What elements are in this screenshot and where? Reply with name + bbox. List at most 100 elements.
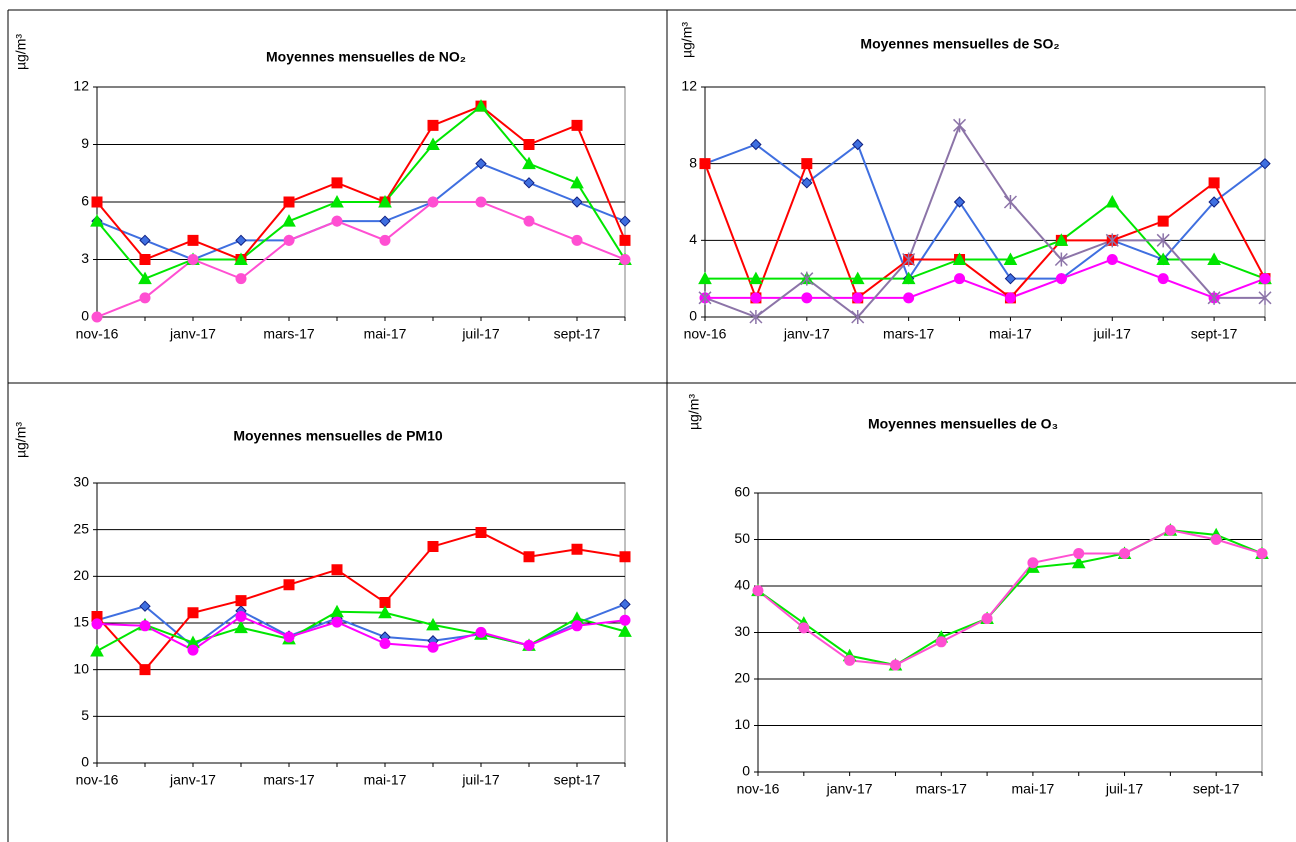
marker [1157, 215, 1169, 227]
x-tick-label: mai-17 [364, 326, 407, 342]
marker [801, 292, 813, 304]
marker [903, 292, 915, 304]
y-tick-label: 0 [689, 308, 697, 324]
marker [475, 626, 487, 638]
x-tick-label: sept-17 [554, 772, 601, 788]
marker [187, 234, 199, 246]
x-tick-label: sept-17 [1193, 781, 1240, 797]
marker [139, 664, 151, 676]
marker [91, 196, 103, 208]
x-tick-label: janv-17 [169, 326, 216, 342]
marker [475, 526, 487, 538]
y-tick-label: 0 [742, 763, 750, 779]
x-tick-label: mars-17 [883, 326, 935, 342]
marker [1259, 273, 1271, 285]
x-tick-label: janv-17 [169, 772, 216, 788]
marker [953, 118, 967, 133]
marker [523, 215, 535, 227]
y-tick-label: 12 [73, 78, 89, 94]
marker [90, 643, 104, 657]
series-line [96, 615, 626, 652]
series-line [96, 610, 626, 652]
marker [475, 196, 487, 208]
x-tick-label: janv-17 [783, 326, 830, 342]
y-tick-label: 10 [734, 716, 750, 732]
series-line [704, 123, 1265, 319]
marker [139, 620, 151, 632]
marker [1003, 252, 1018, 265]
marker [1208, 177, 1220, 189]
marker [331, 616, 343, 628]
marker [752, 585, 764, 597]
marker [619, 598, 631, 611]
marker [427, 119, 439, 131]
marker [571, 620, 583, 632]
marker [801, 158, 813, 170]
y-tick-label: 20 [73, 567, 89, 583]
marker [139, 254, 151, 265]
y-tick-label: 0 [81, 754, 89, 770]
x-tick-label: mai-17 [1012, 781, 1055, 797]
marker [952, 252, 967, 265]
y-tick-label: 50 [734, 530, 750, 546]
x-tick-label: mars-17 [263, 772, 315, 788]
y-tick-label: 5 [81, 707, 89, 723]
marker [750, 138, 762, 151]
marker [379, 638, 391, 649]
marker [698, 271, 712, 285]
marker [234, 620, 248, 634]
marker [1027, 557, 1039, 569]
marker [619, 234, 631, 246]
marker [749, 271, 763, 285]
marker [698, 290, 712, 305]
y-tick-label: 30 [73, 474, 89, 490]
chart-title: Moyennes mensuelles de SO₂ [860, 36, 1059, 52]
x-tick-label: mars-17 [916, 781, 968, 797]
x-tick-label: juil-17 [461, 772, 500, 788]
marker [90, 214, 104, 227]
marker [234, 252, 248, 265]
x-tick-label: juil-17 [461, 326, 500, 342]
y-tick-label: 40 [734, 577, 750, 593]
series-line [96, 531, 626, 672]
x-tick-label: sept-17 [1191, 326, 1238, 342]
marker [139, 600, 151, 612]
marker [902, 252, 916, 267]
marker [1004, 272, 1017, 285]
series-line [704, 160, 1266, 301]
marker [187, 607, 199, 619]
marker [426, 137, 440, 150]
marker [851, 310, 865, 324]
x-tick-label: mai-17 [364, 772, 407, 788]
marker [618, 624, 632, 637]
marker [901, 271, 916, 285]
marker [138, 271, 152, 285]
marker [187, 254, 199, 265]
y-tick-label: 9 [81, 135, 89, 151]
marker [1003, 195, 1017, 209]
y-axis-label: µg/m³ [13, 422, 29, 458]
marker [379, 215, 391, 227]
marker [1210, 534, 1222, 545]
x-tick-label: nov-16 [76, 772, 119, 788]
marker [475, 157, 487, 170]
marker [1105, 233, 1119, 248]
marker [427, 196, 439, 208]
marker [1259, 157, 1271, 170]
marker [283, 631, 295, 643]
marker [1119, 548, 1131, 559]
marker [282, 214, 296, 227]
x-tick-label: sept-17 [554, 326, 601, 342]
y-tick-label: 0 [81, 308, 89, 324]
marker [798, 622, 810, 634]
marker [844, 654, 856, 666]
x-tick-label: juil-17 [1093, 326, 1132, 342]
marker [1256, 548, 1268, 559]
marker [699, 158, 711, 170]
marker [1054, 233, 1069, 246]
marker [91, 311, 103, 323]
marker [619, 551, 631, 563]
series-line [96, 201, 626, 318]
x-tick-label: nov-16 [737, 781, 780, 797]
